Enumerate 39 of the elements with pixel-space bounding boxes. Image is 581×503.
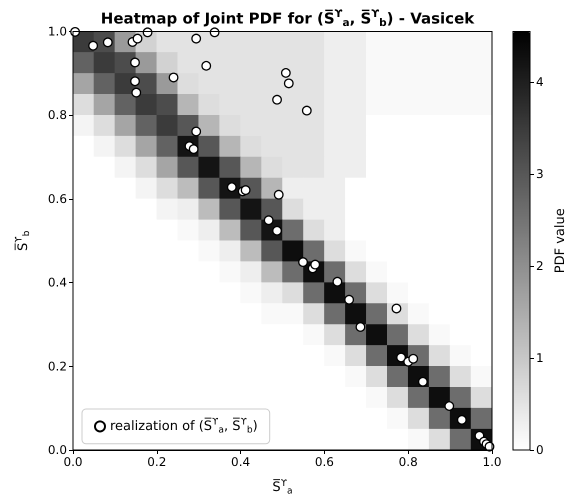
x-tick-label: 0.8	[398, 455, 418, 469]
color-bar-label: 3	[536, 167, 544, 182]
point	[302, 106, 312, 116]
point	[191, 126, 202, 136]
point	[132, 34, 142, 44]
x-tick-label: 0.6	[314, 455, 334, 469]
point	[310, 260, 320, 270]
x-tick-label: 0.4	[231, 455, 250, 469]
y-tick-label: 0.0	[48, 443, 67, 457]
point	[130, 58, 140, 68]
point	[392, 304, 402, 314]
point	[356, 322, 366, 332]
y-tick-label: 0.2	[48, 359, 67, 374]
point	[131, 88, 142, 98]
y-axis-title: S̅ϒb	[14, 230, 32, 251]
point	[344, 294, 354, 305]
point	[280, 68, 291, 78]
point	[130, 76, 140, 86]
color-bar-label: 2	[536, 259, 544, 274]
point	[264, 215, 274, 226]
color-bar-title: PDF value	[553, 208, 568, 274]
y-tick-label: 0.8	[48, 108, 67, 122]
point	[188, 144, 199, 154]
point	[444, 401, 454, 411]
y-tick-label: 0.6	[48, 192, 67, 206]
x-tick-label: 0.0	[63, 455, 83, 469]
x-tick-label: 1.0	[482, 455, 502, 469]
y-tick-label: 1.0	[48, 24, 67, 38]
point	[332, 276, 342, 287]
point	[191, 34, 202, 44]
point	[88, 40, 98, 51]
color-bar-label: 0	[536, 443, 544, 457]
point	[168, 72, 178, 82]
color-bar-label: 1	[536, 351, 544, 366]
color-bar-label: 4	[536, 75, 544, 90]
x-tick-label: 0.2	[147, 455, 166, 469]
point	[298, 257, 308, 267]
point	[274, 190, 284, 200]
y-tick-label: 0.4	[48, 276, 67, 290]
